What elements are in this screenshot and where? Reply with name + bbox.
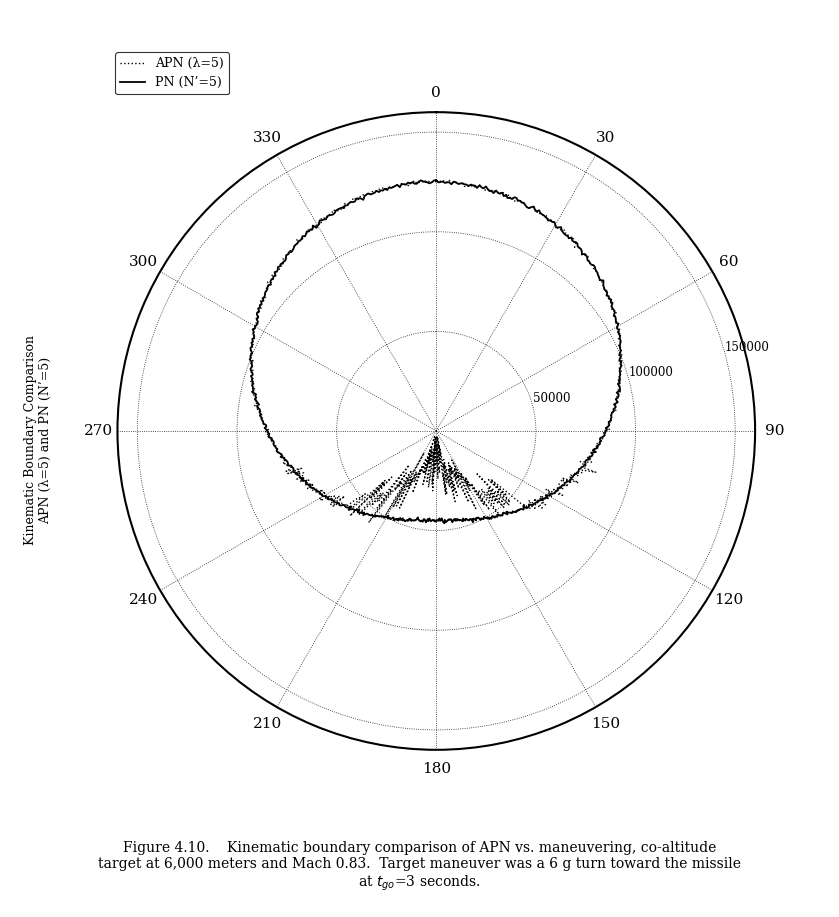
Legend: APN (λ=5), PN (N’=5): APN (λ=5), PN (N’=5) bbox=[115, 52, 229, 94]
PN (N’=5) bbox=[436, 515, 446, 526]
APN (λ=5) bbox=[431, 176, 441, 187]
APN (λ=5) bbox=[432, 431, 442, 442]
APN (λ=5) bbox=[303, 225, 313, 236]
APN (λ=5) bbox=[303, 477, 313, 488]
PN (N’=5) bbox=[377, 512, 387, 523]
APN (λ=5) bbox=[611, 391, 621, 402]
Line: PN (N’=5): PN (N’=5) bbox=[250, 181, 622, 524]
PN (N’=5) bbox=[416, 175, 426, 186]
PN (N’=5) bbox=[431, 175, 441, 186]
PN (N’=5) bbox=[301, 478, 311, 489]
Text: Figure 4.10.    Kinematic boundary comparison of APN vs. maneuvering, co-altitud: Figure 4.10. Kinematic boundary comparis… bbox=[98, 841, 741, 892]
APN (λ=5) bbox=[409, 175, 420, 186]
APN (λ=5) bbox=[402, 471, 412, 482]
PN (N’=5) bbox=[304, 226, 314, 237]
APN (λ=5) bbox=[592, 438, 602, 449]
APN (λ=5) bbox=[431, 176, 441, 187]
APN (λ=5) bbox=[432, 439, 442, 450]
Line: APN (λ=5): APN (λ=5) bbox=[251, 181, 623, 523]
PN (N’=5) bbox=[431, 175, 441, 186]
Text: Kinematic Boundary Comparison
APN (λ=5) and PN (N’=5): Kinematic Boundary Comparison APN (λ=5) … bbox=[23, 335, 52, 546]
PN (N’=5) bbox=[435, 513, 445, 524]
PN (N’=5) bbox=[595, 438, 605, 449]
PN (N’=5) bbox=[613, 390, 623, 401]
